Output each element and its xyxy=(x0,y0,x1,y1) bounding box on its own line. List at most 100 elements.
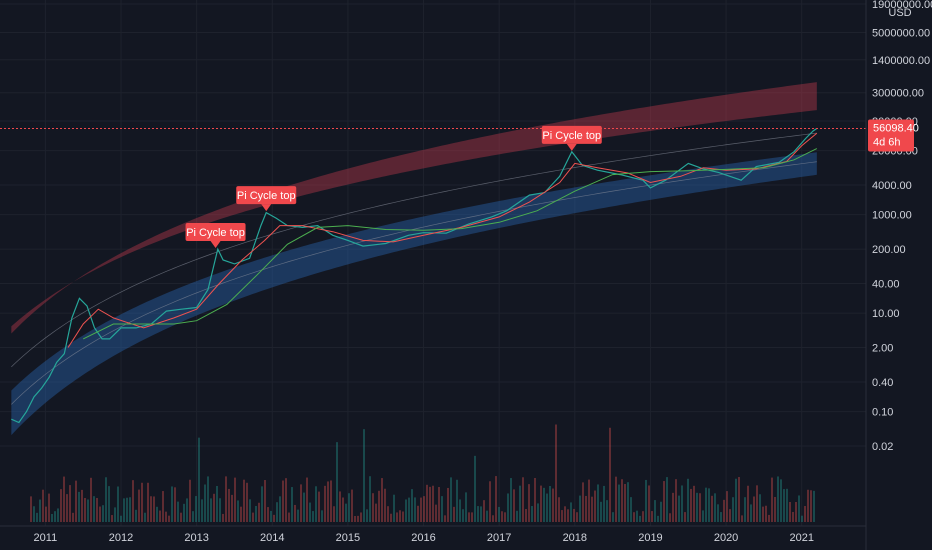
time-axis[interactable]: 2011 2012 2013 2014 2015 2016 2017 2018 2019 2020… xyxy=(34,532,814,544)
volume-bar xyxy=(123,498,125,522)
volume-bar xyxy=(672,492,674,522)
volume-bar xyxy=(591,496,593,522)
volume-bar xyxy=(567,509,569,522)
volume-bar xyxy=(441,496,443,522)
volume-bar xyxy=(780,479,782,522)
series-price xyxy=(11,128,818,424)
x-tick-label: 2015 xyxy=(336,532,360,544)
volume-bar xyxy=(318,491,320,522)
volume-bar xyxy=(690,488,692,522)
volume-bar xyxy=(720,512,722,522)
volume-bar xyxy=(162,491,164,522)
volume-bar xyxy=(756,485,758,522)
volume-bar xyxy=(492,515,494,522)
mid-band-line xyxy=(11,161,817,405)
volume-bar xyxy=(408,497,410,522)
volume-bar xyxy=(177,501,179,522)
volume-bar xyxy=(450,477,452,522)
volume-bar xyxy=(321,510,323,522)
volume-bar xyxy=(498,506,500,522)
volume-bar xyxy=(735,478,737,522)
volume-bar xyxy=(537,503,539,522)
volume-bar xyxy=(750,504,752,522)
volume-bar xyxy=(459,499,461,522)
annotations: Pi Cycle top Pi Cycle top Pi Cycle top xyxy=(185,125,602,249)
volume-bar xyxy=(723,499,725,522)
volume-bar xyxy=(804,506,806,522)
volume-bar xyxy=(345,503,347,522)
pi-cycle-top-label: Pi Cycle top xyxy=(236,186,297,212)
volume-bars xyxy=(30,424,815,522)
volume-bar xyxy=(294,504,296,522)
volume-bar xyxy=(774,496,776,522)
volume-bar xyxy=(648,485,650,522)
volume-bar xyxy=(183,503,185,522)
volume-bar xyxy=(327,481,329,522)
volume-bar xyxy=(252,512,254,522)
volume-bar xyxy=(786,488,788,522)
y-tick-label: 10.00 xyxy=(872,308,900,320)
volume-bar xyxy=(357,515,359,522)
volume-bar xyxy=(687,478,689,522)
volume-bar xyxy=(552,488,554,522)
y-tick-label: 2.00 xyxy=(872,343,893,355)
svg-text:Pi Cycle top: Pi Cycle top xyxy=(542,130,601,142)
volume-bar xyxy=(726,491,728,522)
volume-bar xyxy=(255,505,257,522)
volume-bar xyxy=(240,506,242,522)
volume-bar xyxy=(72,512,74,522)
volume-bar xyxy=(798,495,800,522)
volume-bar xyxy=(507,493,509,522)
volume-bar xyxy=(96,497,98,522)
volume-bar xyxy=(399,510,401,522)
volume-bar xyxy=(699,493,701,522)
volume-bar xyxy=(219,498,221,522)
volume-bar xyxy=(228,488,230,522)
volume-bar xyxy=(87,499,89,522)
volume-bar xyxy=(534,478,536,522)
volume-bar xyxy=(633,512,635,522)
volume-bar xyxy=(603,485,605,522)
volume-bar xyxy=(297,509,299,522)
volume-bar xyxy=(270,510,272,522)
volume-bar xyxy=(63,476,65,522)
volume-bar xyxy=(684,512,686,522)
volume-bar xyxy=(105,477,107,522)
volume-bar xyxy=(189,479,191,522)
volume-bar xyxy=(246,482,248,522)
volume-bar xyxy=(168,515,170,522)
x-tick-label: 2019 xyxy=(638,532,662,544)
volume-bar xyxy=(315,486,317,522)
volume-bar xyxy=(210,498,212,522)
volume-bar xyxy=(606,500,608,522)
volume-bar xyxy=(453,506,455,522)
x-tick-label: 2013 xyxy=(184,532,208,544)
volume-bar xyxy=(609,427,611,522)
volume-bar xyxy=(468,512,470,522)
volume-bar xyxy=(501,511,503,522)
volume-bar xyxy=(360,512,362,522)
volume-bar xyxy=(159,510,161,522)
volume-bar xyxy=(738,477,740,522)
volume-bar xyxy=(279,496,281,522)
volume-bar xyxy=(477,506,479,522)
volume-bar xyxy=(597,484,599,522)
volume-bar xyxy=(156,506,158,522)
volume-bar xyxy=(525,508,527,522)
volume-bar xyxy=(309,502,311,522)
red-band xyxy=(11,82,817,334)
volume-bar xyxy=(621,479,623,522)
volume-bar xyxy=(375,503,377,522)
volume-bar xyxy=(324,485,326,522)
volume-bar xyxy=(444,515,446,522)
volume-bar xyxy=(141,482,143,522)
volume-bar xyxy=(810,490,812,522)
last-price-badge: 56098.40 4d 6h xyxy=(868,119,919,152)
volume-bar xyxy=(36,512,38,522)
volume-bar xyxy=(801,515,803,522)
volume-bar xyxy=(261,486,263,522)
volume-bar xyxy=(165,511,167,522)
volume-bar xyxy=(573,508,575,522)
